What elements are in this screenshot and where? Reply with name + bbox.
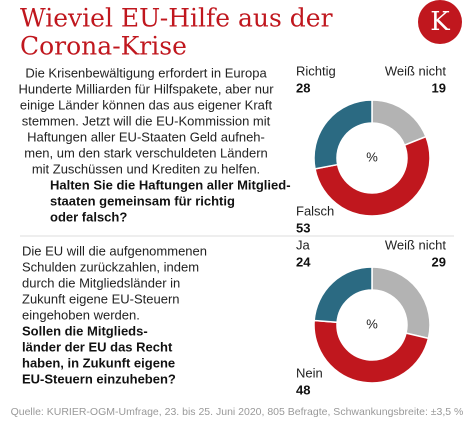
slice-label: Nein	[296, 365, 323, 380]
logo: K	[430, 7, 450, 37]
slice-label: Weiß nicht	[385, 63, 447, 78]
question-line: staaten gemeinsam für richtig	[50, 193, 235, 208]
intro-line: mit Zuschüssen und Krediten zu helfen.	[32, 161, 260, 176]
question-line: Sollen die Mitglieds-	[22, 323, 148, 338]
donut-slice	[371, 99, 427, 147]
question-line: EU-Steuern einzuheben?	[22, 371, 176, 386]
intro-line: durch die Mitgliedsländer in	[22, 275, 180, 290]
intro-line: Zukunft eigene EU-Steuern	[22, 291, 180, 306]
title-line: Wieviel EU-Hilfe aus der	[20, 4, 333, 33]
donut-slice	[313, 99, 373, 170]
slice-value: 19	[432, 80, 446, 95]
slice-label: Richtig	[296, 63, 336, 78]
question-line: Halten Sie die Haftungen aller Mitglied-	[50, 177, 291, 192]
slice-value: 28	[296, 80, 310, 95]
logo-circle	[418, 0, 462, 44]
source: Quelle: KURIER-OGM-Umfrage, 23. bis 25. …	[11, 406, 464, 418]
donut-slice	[371, 266, 431, 340]
intro-line: Hunderte Milliarden für Hilfspakete, abe…	[18, 81, 274, 96]
donut-slice	[313, 266, 373, 324]
slice-label: Falsch	[296, 203, 334, 218]
intro-line: Schulden zurückzahlen, indem	[22, 259, 199, 274]
slice-value: 53	[296, 220, 310, 235]
slice-value: 48	[296, 382, 310, 397]
title-line: Corona-Krise	[20, 32, 187, 61]
intro-line: eingehoben werden.	[22, 307, 140, 322]
slice-label: Weiß nicht	[385, 237, 447, 252]
slice-label: Ja	[296, 237, 311, 252]
donut-slice	[313, 319, 430, 384]
intro-line: Haftungen aller EU-Staaten Geld aufneh-	[27, 129, 265, 144]
question-line: oder falsch?	[50, 209, 127, 224]
intro-line: einige Länder können das aus eigener Kra…	[20, 97, 273, 112]
slice-value: 29	[432, 254, 446, 269]
center-label: %	[366, 149, 378, 164]
intro-line: Die Krisenbewältigung erfordert in Europ…	[25, 65, 267, 80]
center-label: %	[366, 316, 378, 331]
intro-line: stemmen. Jetzt will die EU-Kommission mi…	[22, 113, 271, 128]
intro-line: Die EU will die aufgenommenen	[22, 243, 207, 258]
question-line: länder der EU das Recht	[22, 339, 173, 354]
donut-slice	[314, 135, 431, 217]
slice-value: 24	[296, 254, 311, 269]
question-line: haben, in Zukunft eigene	[22, 355, 175, 370]
intro-line: men, um den stark verschuldeten Ländern	[24, 145, 268, 160]
